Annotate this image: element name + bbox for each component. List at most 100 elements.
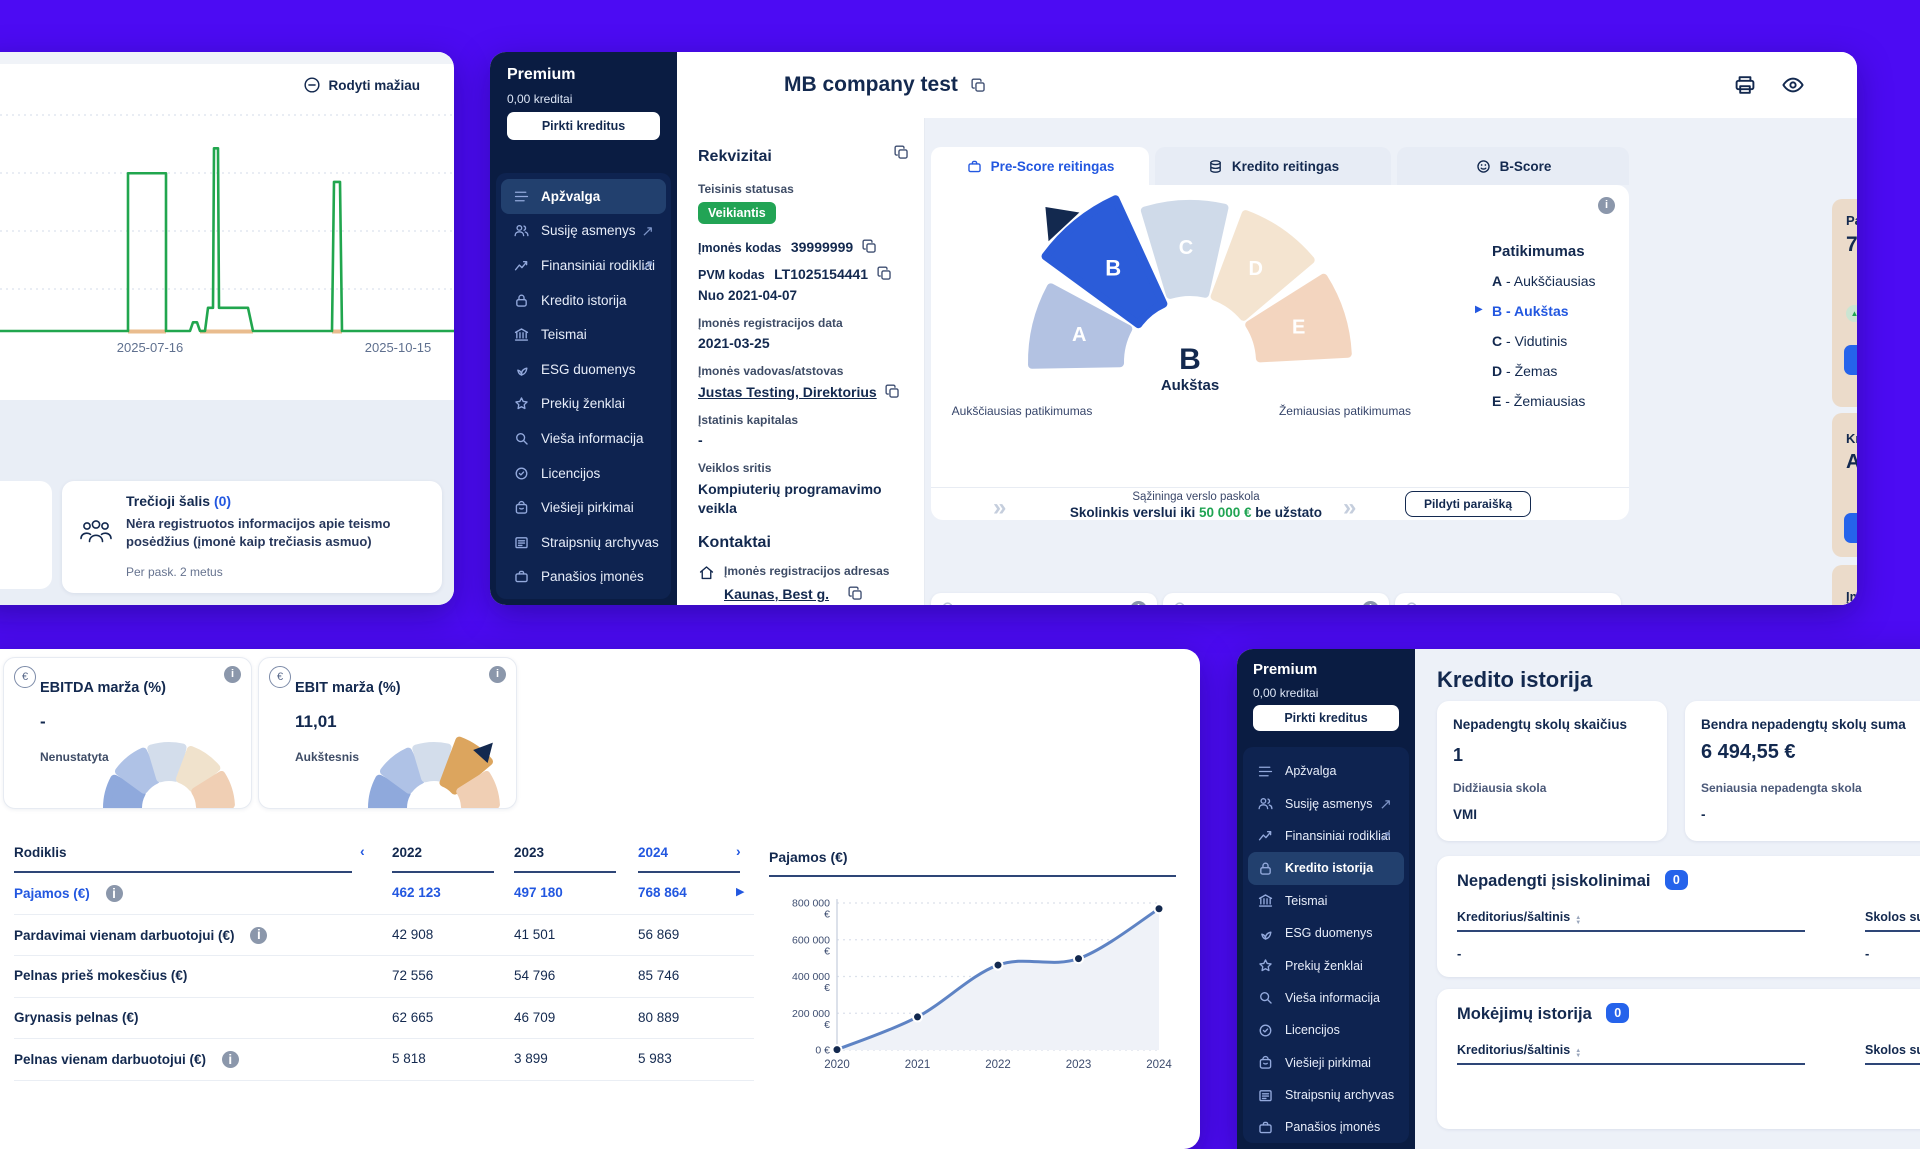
court-icon (513, 326, 530, 343)
sidebar-item-kredito-istorija[interactable]: Kredito istorija (501, 283, 666, 318)
sidebar-item-label: Susiję asmenys (541, 223, 636, 239)
sidebar-item-esg-duomenys[interactable]: ESG duomenys (501, 352, 666, 387)
euro-icon: € (269, 666, 291, 688)
column-header-amount[interactable]: Skolos su (1865, 1043, 1920, 1057)
status-badge: Veikiantis (698, 202, 776, 224)
tab-kredito-reitingas[interactable]: Kredito reitingas (1155, 147, 1391, 185)
copy-icon[interactable] (847, 585, 864, 602)
license-icon (513, 465, 530, 482)
sidebar-item-licencijos[interactable]: Licencijos (1248, 1014, 1404, 1046)
tab-b-score[interactable]: B-Score (1397, 147, 1629, 185)
news-icon (1257, 1087, 1274, 1104)
info-icon[interactable]: i (1362, 601, 1379, 605)
column-header-2022[interactable]: 2022 (392, 845, 423, 860)
sidebar-item-straipsni-archyvas[interactable]: Straipsnių archyvas (501, 525, 666, 560)
svg-text:400 000€: 400 000 € (792, 971, 830, 994)
chevron-left-icon[interactable]: ‹ (360, 843, 365, 859)
sidebar-item-susij-asmenys[interactable]: Susiję asmenys ↗ (501, 214, 666, 249)
table-row[interactable]: Pardavimai vienam darbuotojui (€) i 42 90… (14, 915, 754, 957)
sidebar-item-finansiniai-rodikliai[interactable]: Finansiniai rodikliai ↗ (501, 248, 666, 283)
third-party-period: Per pask. 2 metus (126, 565, 223, 579)
sidebar-item-finansiniai-rodikliai[interactable]: Finansiniai rodikliai ↗ (1248, 820, 1404, 852)
third-party-card[interactable]: Trečioji šalis (0) Nėra registruotos inf… (62, 481, 442, 593)
table-row[interactable]: Pelnas prieš mokesčius (€) 72 556 54 796 85… (14, 956, 754, 998)
credit-limit-value: Apskaičiuota (1846, 451, 1857, 473)
copy-icon[interactable] (893, 144, 910, 161)
chevron-right-icon[interactable]: › (736, 843, 741, 859)
sidebar-item-ap-valga[interactable]: Apžvalga (501, 179, 666, 214)
eye-icon[interactable] (1781, 73, 1805, 97)
header-underline (392, 871, 494, 873)
credit-history-panel: Premium 0,00 kreditai Pirkti kreditus Apžva… (1237, 649, 1920, 1149)
total-debt-card: Bendra nepadengtų skolų suma 6 494,55 € … (1685, 701, 1920, 841)
sidebar-item-vie-ieji-pirkimai[interactable]: Viešieji pirkimai (501, 490, 666, 525)
buy-credits-button[interactable]: Pirkti kreditus (1253, 705, 1399, 731)
fill-application-button[interactable]: Pildyti paraišką (1405, 491, 1531, 517)
info-icon[interactable]: i (221, 1051, 239, 1069)
sidebar-item-straipsni-archyvas[interactable]: Straipsnių archyvas (1248, 1079, 1404, 1111)
expand-row-icon[interactable]: ▶ (736, 886, 745, 898)
sidebar-item-pana-ios-mon-s[interactable]: Panašios įmonės (1248, 1111, 1404, 1143)
show-less-button[interactable]: Rodyti mažiau (303, 76, 420, 94)
sidebar-item-vie-ieji-pirkimai[interactable]: Viešieji pirkimai (1248, 1047, 1404, 1079)
column-header-creditor[interactable]: Kreditorius/šaltinis ▲ ▼ (1457, 1043, 1582, 1059)
sidebar-item-teismai[interactable]: Teismai (1248, 885, 1404, 917)
card-title: Bendra nepadengtų skolų suma (1701, 717, 1906, 732)
sidebar-item-preki-enklai[interactable]: Prekių ženklai (501, 387, 666, 422)
zoom-in-icon[interactable] (1172, 600, 1190, 605)
sidebar-item-label: Viešieji pirkimai (541, 500, 634, 516)
column-header-2024[interactable]: 2024 (638, 845, 669, 860)
section-title: Nepadengti įsiskolinimai (1457, 872, 1651, 890)
tab-label: B-Score (1499, 158, 1552, 174)
sidebar-item-licencijos[interactable]: Licencijos (501, 456, 666, 491)
gauge-left-label: Aukščiausias patikimumas (951, 404, 1093, 418)
trend-icon (1257, 827, 1274, 844)
sidebar-item-vie-a-informacija[interactable]: Vieša informacija (501, 421, 666, 456)
sidebar-item-ap-valga[interactable]: Apžvalga (1248, 755, 1404, 787)
info-icon[interactable]: i (224, 666, 241, 683)
stat-card-darbuotoj-skai-ius[interactable]: iDarbuotojų skaičius11 (931, 593, 1157, 605)
sidebar-item-susij-asmenys[interactable]: Susiję asmenys ↗ (1248, 787, 1404, 819)
chart-title: Pajamos (€) (769, 849, 848, 865)
table-row[interactable]: Grynasis pelnas (€) 62 665 46 709 80 889 (14, 998, 754, 1040)
sidebar-item-vie-a-informacija[interactable]: Vieša informacija (1248, 982, 1404, 1014)
info-icon[interactable]: i (1130, 601, 1147, 605)
table-row[interactable]: Pajamos (€) i 462 123 497 180 768 864 ▶ (14, 873, 754, 915)
partial-card[interactable] (0, 481, 52, 589)
tab-label: Kredito reitingas (1231, 158, 1340, 174)
legend-item-e: E - Žemiausias (1492, 393, 1586, 409)
address-link[interactable]: Kaunas, Best g. (724, 586, 830, 602)
stat-card-vidutinis-atlyginimas[interactable]: iVidutinis atlyginimas3 094,98 € (1163, 593, 1389, 605)
ceo-link[interactable]: Justas Testing, Direktorius (698, 384, 877, 400)
info-icon[interactable]: i (1598, 197, 1615, 214)
sidebar-item-kredito-istorija[interactable]: Kredito istorija (1248, 852, 1404, 885)
zoom-in-icon[interactable] (1404, 600, 1422, 605)
tab-pre-score-reitingas[interactable]: Pre-Score reitingas (931, 147, 1149, 185)
info-icon[interactable]: i (250, 926, 268, 944)
sidebar-item-pana-ios-mon-s[interactable]: Panašios įmonės (501, 560, 666, 595)
column-header-2023[interactable]: 2023 (514, 845, 545, 860)
chevrons-icon: » (993, 494, 1007, 521)
sidebar-item-label: Teismai (541, 327, 587, 343)
sidebar-item-teismai[interactable]: Teismai (501, 317, 666, 352)
sidebar-item-preki-enklai[interactable]: Prekių ženklai (1248, 949, 1404, 981)
column-header-amount[interactable]: Skolos su (1865, 910, 1920, 924)
copy-icon[interactable] (970, 77, 987, 94)
info-icon[interactable]: i (105, 885, 123, 902)
print-icon[interactable] (1733, 73, 1757, 97)
stat-card-siskolinimai[interactable]: Įsiskolinimai6 494,55 € (1395, 593, 1621, 605)
copy-icon[interactable] (861, 238, 878, 255)
x-axis-label-end: 2025-10-15 (364, 340, 432, 355)
copy-icon[interactable] (876, 265, 893, 282)
buy-credits-button[interactable]: Pirkti kreditus (507, 112, 660, 140)
order-button[interactable]: Užsakyti (1844, 513, 1857, 543)
table-row[interactable]: Pelnas vienam darbuotojui (€) i 5 818 3 89… (14, 1039, 754, 1081)
sidebar-item-esg-duomenys[interactable]: ESG duomenys (1248, 917, 1404, 949)
financial-reports-button[interactable]: Finansinės ataskaitos (1844, 345, 1857, 375)
zoom-in-icon[interactable] (940, 600, 958, 605)
copy-icon[interactable] (884, 383, 901, 400)
cell-value: 41 501 (514, 926, 556, 942)
info-icon[interactable]: i (489, 666, 506, 683)
column-header-creditor[interactable]: Kreditorius/šaltinis ▲ ▼ (1457, 910, 1582, 926)
users-icon (513, 222, 530, 239)
